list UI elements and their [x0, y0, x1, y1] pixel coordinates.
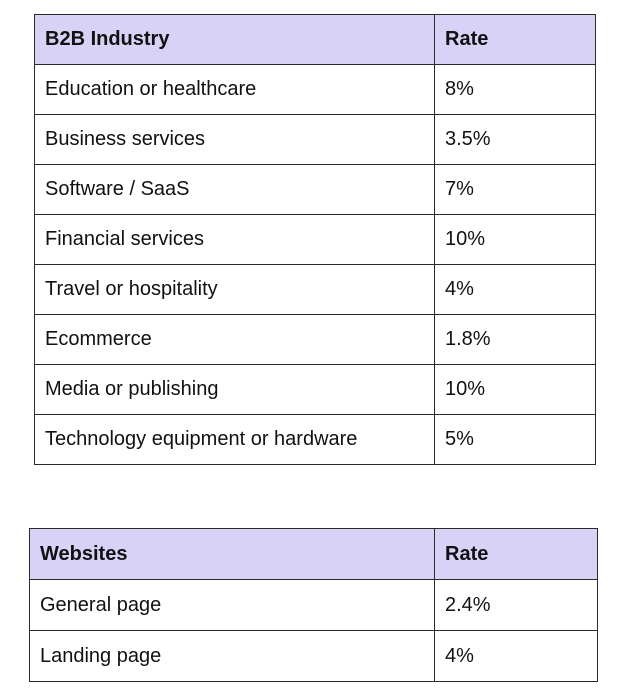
column-header-rate: Rate: [434, 528, 598, 580]
website-cell: Landing page: [29, 630, 435, 682]
rate-cell: 5%: [434, 414, 596, 465]
table-header-row: B2B Industry Rate: [34, 14, 596, 65]
industry-cell: Ecommerce: [34, 314, 435, 365]
column-header-websites: Websites: [29, 528, 435, 580]
table-row: Technology equipment or hardware 5%: [34, 414, 596, 465]
industry-cell: Media or publishing: [34, 364, 435, 415]
table-row: Financial services 10%: [34, 214, 596, 265]
rate-cell: 4%: [434, 264, 596, 315]
b2b-industry-table: B2B Industry Rate Education or healthcar…: [34, 14, 596, 465]
column-header-rate: Rate: [434, 14, 596, 65]
table-row: Travel or hospitality 4%: [34, 264, 596, 315]
table-row: Landing page 4%: [29, 630, 598, 682]
industry-cell: Education or healthcare: [34, 64, 435, 115]
industry-cell: Software / SaaS: [34, 164, 435, 215]
rate-cell: 3.5%: [434, 114, 596, 165]
website-cell: General page: [29, 579, 435, 631]
table-row: Education or healthcare 8%: [34, 64, 596, 115]
websites-table: Websites Rate General page 2.4% Landing …: [29, 528, 598, 682]
rate-cell: 7%: [434, 164, 596, 215]
rate-cell: 10%: [434, 364, 596, 415]
industry-cell: Business services: [34, 114, 435, 165]
rate-cell: 4%: [434, 630, 598, 682]
industry-cell: Financial services: [34, 214, 435, 265]
table-row: Business services 3.5%: [34, 114, 596, 165]
industry-cell: Technology equipment or hardware: [34, 414, 435, 465]
industry-cell: Travel or hospitality: [34, 264, 435, 315]
rate-cell: 10%: [434, 214, 596, 265]
table-row: Ecommerce 1.8%: [34, 314, 596, 365]
rate-cell: 2.4%: [434, 579, 598, 631]
rate-cell: 8%: [434, 64, 596, 115]
table-row: Software / SaaS 7%: [34, 164, 596, 215]
table-row: General page 2.4%: [29, 579, 598, 631]
rate-cell: 1.8%: [434, 314, 596, 365]
column-header-industry: B2B Industry: [34, 14, 435, 65]
table-header-row: Websites Rate: [29, 528, 598, 580]
table-row: Media or publishing 10%: [34, 364, 596, 415]
